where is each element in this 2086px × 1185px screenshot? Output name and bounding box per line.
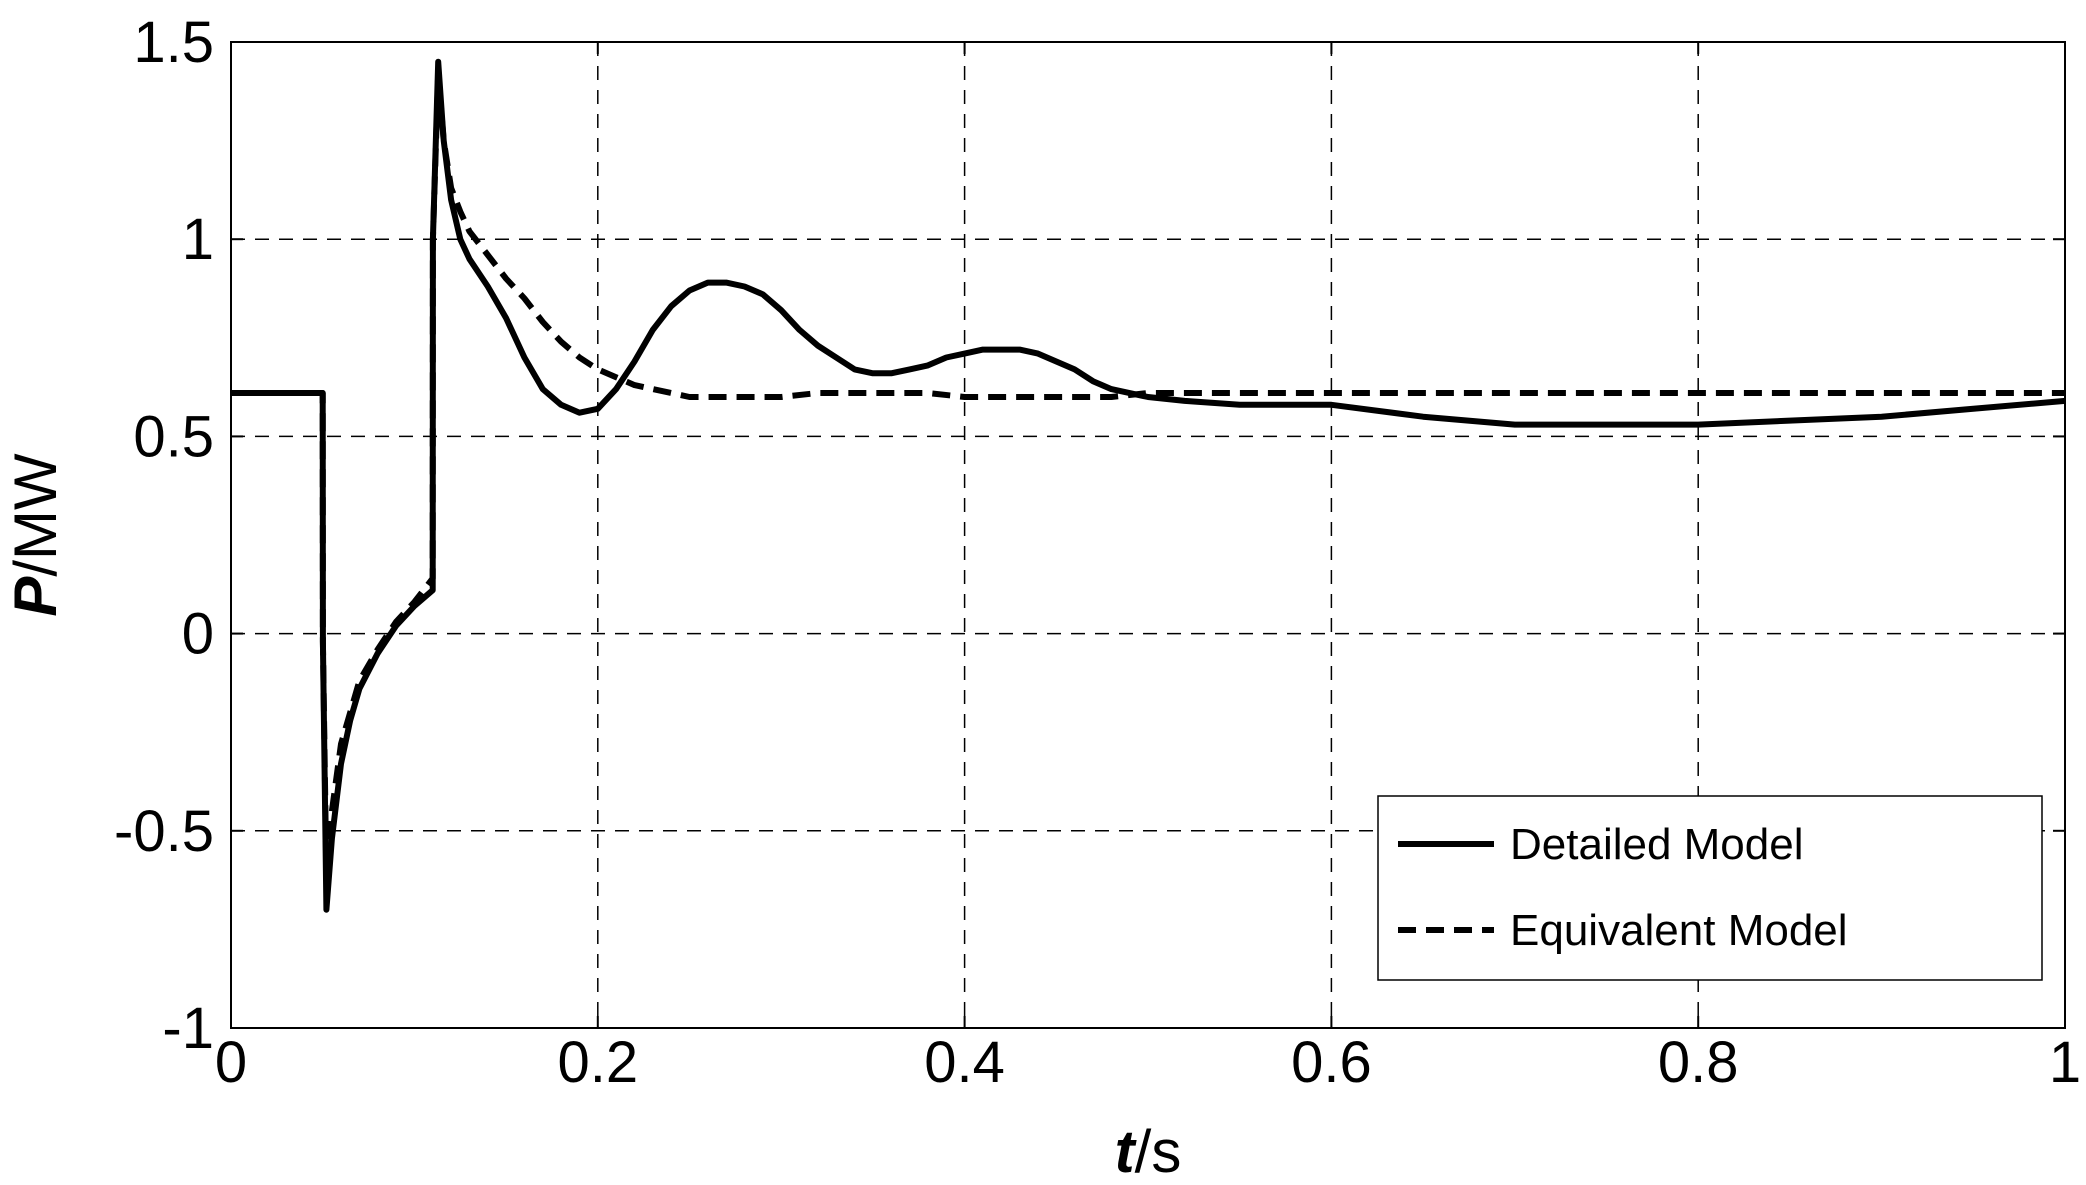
series-layer (231, 58, 2066, 913)
y-axis-unit: /MW (2, 453, 69, 577)
legend-box (1377, 795, 2043, 981)
legend: Detailed Model Equivalent Model (1377, 795, 2043, 981)
y-axis-label: P/MW (2, 453, 69, 617)
x-axis-label: t/s (1115, 1118, 1182, 1180)
y-tick-label-4: 1 (182, 207, 214, 272)
x-tick-label-1: 0.2 (557, 1030, 638, 1095)
series-line-detailed-model (231, 58, 2066, 913)
axis-ticks: 0 0.2 0.4 0.6 0.8 1 -1 -0.5 0 0.5 1 1.5 (114, 10, 2081, 1095)
y-tick-label-1: -0.5 (114, 799, 214, 864)
x-tick-label-3: 0.6 (1291, 1030, 1372, 1095)
y-axis-variable: P (2, 576, 69, 617)
legend-label-detailed-model: Detailed Model (1510, 820, 1804, 869)
plot-frame (230, 41, 2066, 1029)
y-tick-label-0: -1 (162, 996, 214, 1061)
x-tick-label-0: 0 (215, 1030, 247, 1095)
x-tick-label-2: 0.4 (924, 1030, 1005, 1095)
y-tick-label-3: 0.5 (133, 404, 214, 469)
y-tick-label-2: 0 (182, 602, 214, 667)
series-line-equivalent-model (231, 70, 2065, 882)
x-tick-label-5: 1 (2049, 1030, 2081, 1095)
x-axis-variable: t (1115, 1118, 1138, 1180)
x-tick-label-4: 0.8 (1658, 1030, 1739, 1095)
legend-label-equivalent-model: Equivalent Model (1510, 906, 1848, 955)
x-axis-unit: /s (1135, 1118, 1182, 1180)
y-tick-label-5: 1.5 (133, 10, 214, 75)
